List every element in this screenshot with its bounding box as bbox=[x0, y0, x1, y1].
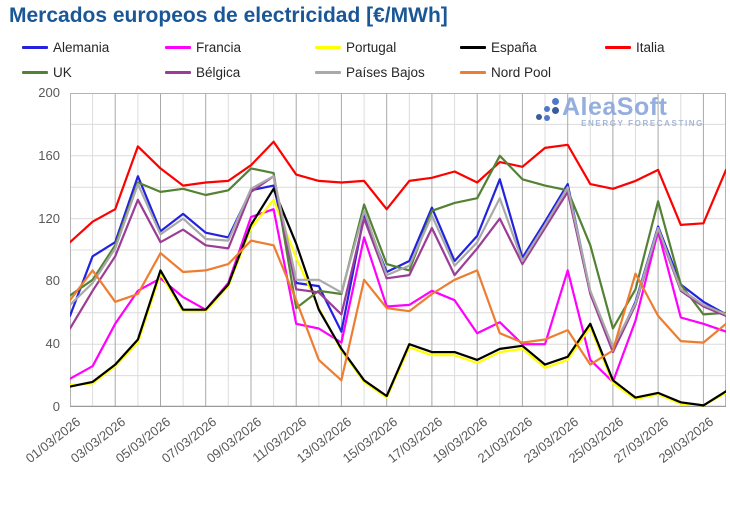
legend-line-icon bbox=[165, 70, 191, 74]
line-chart bbox=[70, 93, 726, 407]
legend-label: Bélgica bbox=[196, 64, 241, 80]
legend-label: Francia bbox=[196, 39, 242, 55]
legend-item-Italia: Italia bbox=[605, 39, 665, 55]
legend-line-icon bbox=[22, 45, 48, 49]
legend-label: Italia bbox=[636, 39, 665, 55]
logo-dot bbox=[544, 106, 550, 112]
logo-dot bbox=[544, 115, 550, 121]
series-Francia bbox=[70, 208, 726, 383]
legend-label: España bbox=[491, 39, 537, 55]
y-tick-label: 160 bbox=[38, 147, 60, 163]
y-tick-label: 200 bbox=[38, 85, 60, 100]
logo-dot bbox=[536, 114, 542, 120]
series-UK bbox=[70, 154, 726, 330]
series-Italia bbox=[70, 140, 726, 244]
series-Alemania bbox=[70, 175, 726, 352]
legend-item-Bélgica: Bélgica bbox=[165, 64, 240, 80]
logo-dot bbox=[552, 98, 559, 105]
legend-label: UK bbox=[53, 64, 72, 80]
legend-label: Países Bajos bbox=[346, 64, 425, 80]
series-Nord Pool bbox=[70, 239, 726, 382]
legend-label: Nord Pool bbox=[491, 64, 552, 80]
y-tick-label: 120 bbox=[38, 210, 60, 226]
aleasoft-logo-name: AleaSoft bbox=[562, 93, 668, 121]
legend-item-Portugal: Portugal bbox=[315, 39, 396, 55]
legend-line-icon bbox=[605, 45, 631, 49]
logo-dot bbox=[552, 107, 559, 114]
legend-line-icon bbox=[460, 45, 486, 49]
legend-item-Nord Pool: Nord Pool bbox=[460, 64, 551, 80]
series-Bélgica bbox=[70, 175, 726, 354]
legend-item-Francia: Francia bbox=[165, 39, 241, 55]
legend-label: Alemania bbox=[53, 39, 110, 55]
legend-line-icon bbox=[165, 45, 191, 49]
chart-title: Mercados europeos de electricidad [€/MWh… bbox=[9, 4, 448, 27]
legend-line-icon bbox=[315, 45, 341, 49]
aleasoft-logo: AleaSoft ENERGY FORECASTING bbox=[536, 92, 708, 132]
y-tick-label: 80 bbox=[45, 273, 60, 289]
y-tick-label: 40 bbox=[45, 336, 60, 352]
legend-label: Portugal bbox=[346, 39, 397, 55]
legend-line-icon bbox=[315, 70, 341, 74]
legend-item-UK: UK bbox=[22, 64, 72, 80]
y-tick-label: 0 bbox=[52, 399, 60, 414]
legend-line-icon bbox=[460, 70, 486, 74]
legend-item-España: España bbox=[460, 39, 537, 55]
aleasoft-logo-tagline: ENERGY FORECASTING bbox=[581, 119, 704, 128]
legend-item-Alemania: Alemania bbox=[22, 39, 109, 55]
plot-area bbox=[70, 93, 726, 407]
series-España bbox=[70, 187, 726, 407]
aleasoft-logo-dots-icon bbox=[536, 98, 560, 124]
legend-line-icon bbox=[22, 70, 48, 74]
legend-item-Países Bajos: Países Bajos bbox=[315, 64, 425, 80]
